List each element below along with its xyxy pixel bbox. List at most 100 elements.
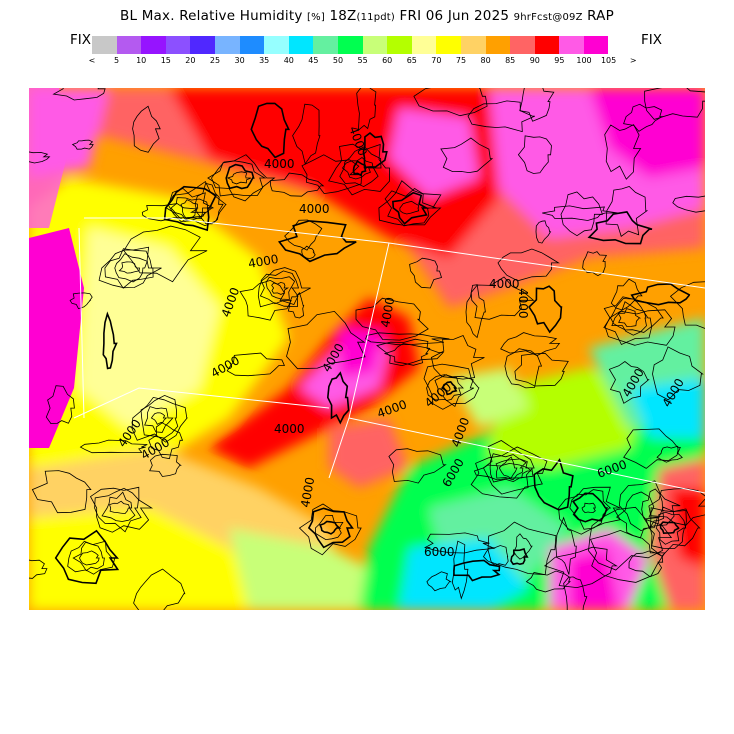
contour-line — [326, 371, 350, 425]
contour-line — [298, 503, 362, 556]
contour-line — [513, 533, 533, 560]
contour-line — [610, 278, 643, 311]
contour-label: 4000 — [378, 296, 397, 329]
legend-tick-label: 100 — [576, 56, 592, 65]
contour-line — [659, 521, 680, 535]
contour-line — [644, 88, 705, 120]
contour-line — [604, 124, 642, 180]
contour-line — [132, 105, 161, 153]
legend-swatch — [559, 36, 584, 54]
humidity-field — [29, 88, 705, 610]
contour-label: 4000 — [274, 422, 305, 436]
title-model: RAP — [587, 8, 614, 24]
legend-swatch — [313, 36, 338, 54]
legend-swatch — [141, 36, 166, 54]
fix-right-label: FIX — [641, 32, 662, 48]
legend-swatch — [288, 36, 314, 54]
legend-swatch — [485, 36, 511, 54]
color-legend — [92, 36, 609, 54]
legend-swatch — [264, 36, 289, 54]
chart-title: BL Max. Relative Humidity [%] 18Z(11pdt)… — [0, 8, 734, 24]
contour-line — [259, 270, 300, 305]
contour-line — [301, 154, 363, 195]
contour-line — [328, 143, 391, 196]
contour-line — [423, 363, 480, 410]
state-borders — [73, 217, 705, 494]
contour-line — [180, 199, 199, 220]
contour-line — [277, 220, 357, 263]
contour-line — [489, 453, 534, 483]
legend-tick-label: 65 — [406, 56, 417, 65]
title-valid: 18Z — [329, 8, 357, 24]
contour-line — [150, 412, 168, 425]
contour-line — [292, 103, 321, 165]
contour-line — [29, 151, 51, 164]
title-init: 9hrFcst@09Z — [513, 12, 583, 23]
contour-line — [589, 529, 666, 583]
contour-line — [286, 310, 366, 370]
contour-line — [384, 188, 437, 227]
contour-label: 4000 — [247, 252, 280, 271]
contour-line — [392, 191, 430, 225]
title-date: FRI 06 Jun 2025 — [399, 8, 510, 24]
contour-line — [133, 568, 186, 610]
contour-line — [465, 284, 486, 339]
contour-line — [52, 88, 106, 101]
contour-line — [207, 154, 276, 197]
legend-swatch — [583, 36, 609, 54]
contour-line — [356, 88, 377, 132]
contour-line — [649, 507, 701, 557]
contour-label: 4000 — [516, 288, 530, 319]
contour-line — [495, 458, 527, 481]
contour-line — [655, 511, 687, 545]
contour-line — [498, 456, 518, 479]
contour-line — [388, 448, 447, 484]
contour-line — [510, 548, 529, 566]
contour-lines — [29, 88, 705, 610]
contour-line — [140, 394, 179, 439]
contour-line — [440, 137, 494, 174]
legend-tick-label: < — [88, 56, 96, 65]
contour-line — [533, 458, 574, 511]
contour-line — [517, 135, 552, 174]
contour-line — [163, 185, 217, 232]
legend-tick-label: 40 — [283, 56, 294, 65]
contour-line — [555, 516, 577, 575]
legend-tick-label: 85 — [505, 56, 516, 65]
title-main: BL Max. Relative Humidity — [120, 8, 303, 24]
legend-swatch — [214, 36, 240, 54]
contour-line — [69, 292, 93, 310]
contour-line — [482, 440, 535, 495]
contour-line — [467, 100, 535, 133]
contour-line — [483, 545, 509, 566]
legend-swatch — [116, 36, 142, 54]
contour-line — [167, 181, 227, 227]
contour-label: 4000 — [489, 277, 520, 291]
contour-line — [610, 298, 653, 333]
contour-line — [497, 248, 560, 282]
contour-line — [560, 191, 603, 237]
contour-line — [581, 502, 596, 514]
contour-line — [500, 332, 561, 356]
contour-line — [413, 88, 488, 117]
contour-line — [148, 422, 184, 460]
contour-line — [434, 374, 464, 402]
contour-line — [504, 348, 543, 389]
contour-line — [656, 445, 683, 463]
legend-tick-label: > — [629, 56, 637, 65]
contour-line — [409, 257, 443, 289]
contour-line — [487, 521, 557, 576]
contour-line — [571, 492, 609, 523]
legend-swatch — [337, 36, 363, 54]
legend-swatch — [165, 36, 191, 54]
contour-line — [473, 462, 533, 481]
legend-swatch — [362, 36, 388, 54]
contour-line — [54, 529, 120, 585]
contour-line — [362, 131, 388, 169]
title-units: [%] — [307, 12, 325, 23]
contour-label: 4000 — [299, 202, 330, 216]
contour-line — [250, 102, 290, 159]
contour-line — [102, 311, 118, 370]
contour-label: 4000 — [264, 157, 295, 171]
contour-line — [470, 446, 548, 499]
